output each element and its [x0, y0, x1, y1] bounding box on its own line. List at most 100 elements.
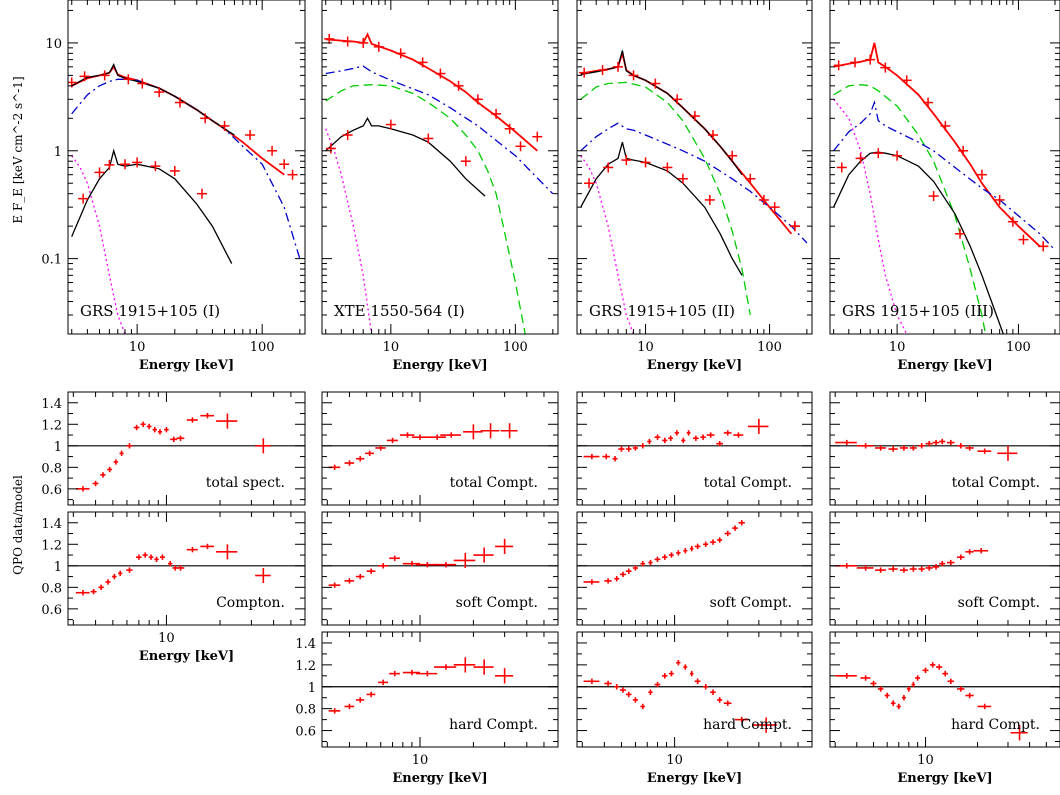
plot-area: [579, 50, 808, 334]
series-line: [580, 122, 808, 244]
plot-area: [68, 543, 305, 596]
y-tick-label: 1: [54, 560, 62, 575]
series-line: [71, 155, 126, 334]
plot-frame: [321, 631, 559, 748]
series-line: [833, 84, 987, 334]
plot-frame: [67, 511, 306, 626]
plot-frame: [67, 0, 306, 335]
panel-label: total Compt.: [450, 475, 538, 491]
series-line: [71, 78, 301, 259]
series-line: [833, 100, 1056, 251]
plot-area: [322, 657, 558, 714]
panel-title: XTE 1550-564 (I): [334, 302, 465, 320]
panel-title: GRS 1915+105 (III): [842, 302, 994, 320]
x-axis-label: Energy [keV]: [392, 771, 487, 786]
x-tick-label: 100: [1006, 340, 1031, 355]
y-tick-label: 0.1: [41, 253, 62, 268]
series-line: [833, 98, 908, 334]
plot-area: [830, 438, 1060, 461]
series-line: [71, 65, 285, 176]
x-tick-label: 100: [503, 340, 528, 355]
x-tick-label: 10: [412, 753, 429, 768]
panel-label: soft Compt.: [456, 595, 538, 611]
ratio-y-axis-label: QPO data/model: [11, 475, 25, 575]
plot-frame: [829, 391, 1060, 506]
plot-frame: [321, 391, 559, 506]
panel-label: hard Compt.: [951, 717, 1040, 733]
plot-frame: [576, 391, 813, 506]
y-tick-label: 0.6: [41, 483, 62, 498]
x-tick-label: 10: [129, 340, 146, 355]
x-axis-label: Energy [keV]: [139, 358, 234, 373]
plot-area: [68, 412, 305, 492]
series-line: [325, 65, 554, 195]
y-tick-label: 1.4: [41, 517, 62, 532]
x-tick-label: 10: [666, 753, 683, 768]
y-tick-label: 0.6: [295, 725, 316, 740]
y-tick-label: 1: [54, 145, 62, 160]
plot-frame: [829, 631, 1060, 748]
plot-area: [830, 662, 1060, 741]
x-axis-label: Energy [keV]: [647, 771, 742, 786]
panel-label: total spect.: [206, 475, 285, 491]
plot-frame: [321, 511, 559, 626]
series-line: [580, 142, 743, 276]
x-axis-label: Energy [keV]: [392, 358, 487, 373]
panel-label: soft Compt.: [710, 595, 792, 611]
series-line: [325, 84, 526, 334]
series-line: [833, 42, 1041, 247]
x-tick-label: 10: [917, 753, 934, 768]
series-line: [580, 155, 635, 334]
plot-area: [833, 42, 1056, 334]
panel-label: hard Compt.: [449, 717, 538, 733]
y-tick-label: 1.2: [41, 538, 62, 553]
panel-label: soft Compt.: [958, 595, 1040, 611]
plot-area: [577, 659, 812, 733]
series-line: [833, 151, 1004, 334]
panel-title: GRS 1915+105 (II): [589, 302, 735, 320]
series-line: [580, 50, 743, 176]
panel-label: Compton.: [216, 595, 285, 611]
plot-area: [322, 423, 558, 471]
plot-area: [322, 538, 558, 588]
x-axis-label: Energy [keV]: [139, 649, 234, 664]
y-tick-label: 10: [45, 37, 62, 52]
panel-title: GRS 1915+105 (I): [80, 302, 220, 320]
panel-label: total Compt.: [704, 475, 792, 491]
x-tick-label: 10: [637, 340, 654, 355]
plot-frame: [67, 391, 306, 506]
series-line: [71, 63, 235, 136]
series-line: [580, 50, 793, 235]
series-line: [580, 81, 751, 316]
plot-frame: [576, 511, 813, 626]
x-axis-label: Energy [keV]: [897, 358, 992, 373]
x-tick-label: 100: [250, 340, 275, 355]
x-tick-label: 10: [383, 340, 400, 355]
y-tick-label: 1.4: [295, 637, 316, 652]
series-line: [325, 32, 538, 152]
x-tick-label: 100: [757, 340, 782, 355]
plot-area: [324, 32, 554, 334]
x-axis-label: Energy [keV]: [647, 358, 742, 373]
x-axis-label: Energy [keV]: [897, 771, 992, 786]
y-tick-label: 0.8: [295, 703, 316, 718]
y-tick-label: 1.4: [41, 397, 62, 412]
y-tick-label: 0.8: [41, 461, 62, 476]
x-tick-label: 10: [158, 631, 175, 646]
plot-area: [68, 63, 301, 334]
y-tick-label: 1: [54, 440, 62, 455]
plot-area: [577, 418, 812, 462]
y-tick-label: 1.2: [41, 418, 62, 433]
top-y-axis-label: E F_E [keV cm^-2 s^-1]: [11, 76, 25, 223]
series-line: [325, 128, 373, 334]
x-tick-label: 10: [889, 340, 906, 355]
panel-label: hard Compt.: [703, 717, 792, 733]
series-line: [325, 116, 486, 197]
y-tick-label: 1.2: [295, 659, 316, 674]
plot-frame: [321, 0, 559, 335]
plot-frame: [576, 631, 813, 748]
plot-area: [577, 520, 812, 585]
plot-area: [830, 548, 1060, 573]
y-tick-label: 0.8: [41, 581, 62, 596]
